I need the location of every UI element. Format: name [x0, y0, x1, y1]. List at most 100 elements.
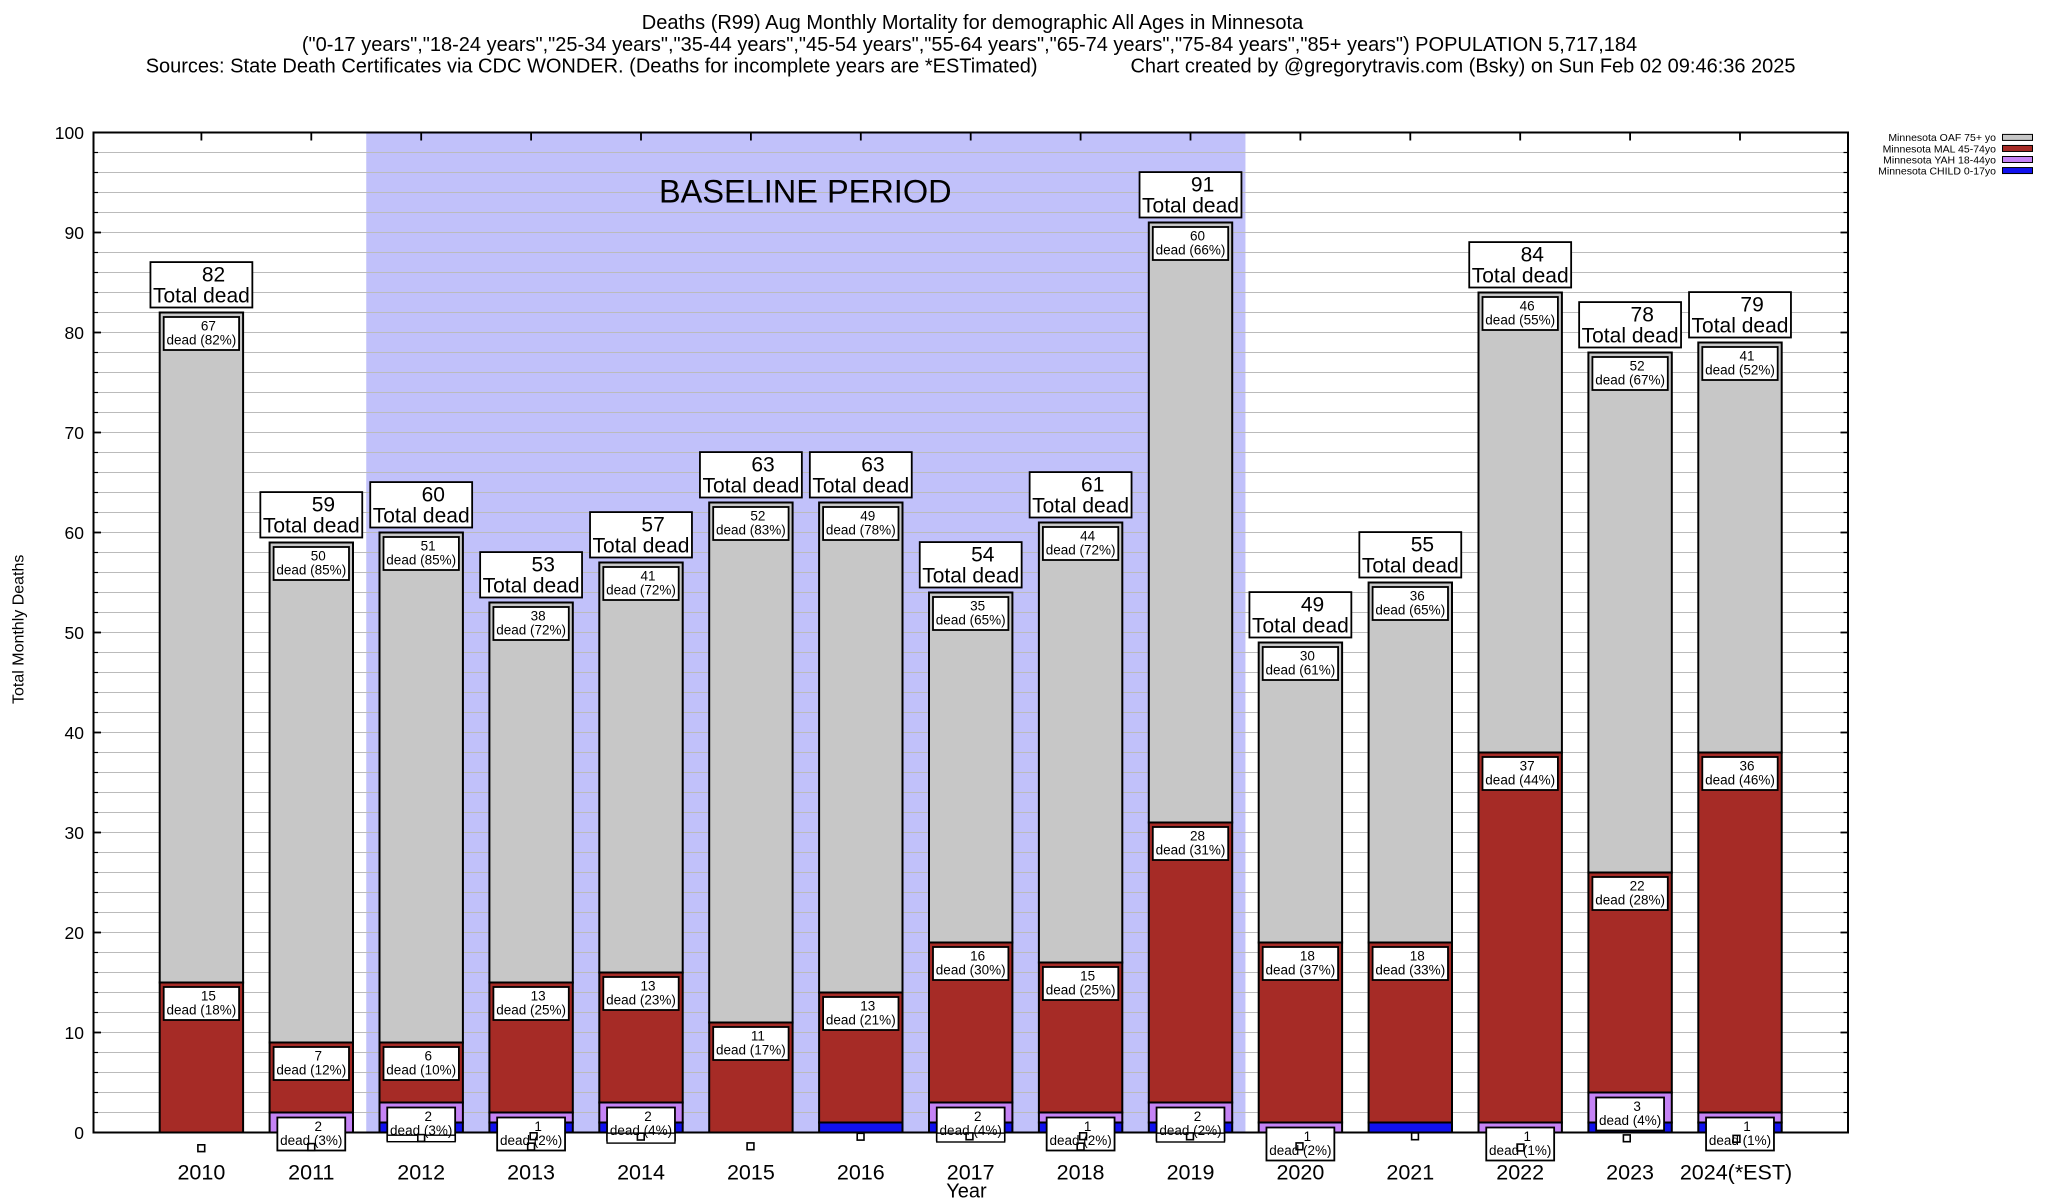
svg-text:Total dead: Total dead	[1582, 325, 1679, 348]
svg-text:dead (28%): dead (28%)	[1595, 892, 1665, 907]
svg-text:41: 41	[640, 569, 655, 584]
svg-text:28: 28	[1190, 829, 1205, 844]
svg-text:Minnesota OAF 75+ yo: Minnesota OAF 75+ yo	[1888, 132, 1996, 144]
svg-text:10: 10	[65, 1023, 85, 1043]
svg-text:dead (46%): dead (46%)	[1705, 772, 1775, 787]
svg-text:BASELINE PERIOD: BASELINE PERIOD	[659, 174, 952, 210]
svg-text:dead (72%): dead (72%)	[606, 582, 676, 597]
svg-text:2011: 2011	[288, 1161, 334, 1185]
svg-text:30: 30	[65, 823, 85, 843]
svg-text:13: 13	[531, 989, 546, 1004]
svg-text:dead (25%): dead (25%)	[1046, 982, 1116, 997]
svg-text:Total dead: Total dead	[1692, 315, 1789, 338]
svg-text:40: 40	[65, 723, 85, 743]
svg-text:Total dead: Total dead	[263, 515, 360, 538]
svg-text:dead (31%): dead (31%)	[1156, 842, 1226, 857]
svg-text:30: 30	[1300, 649, 1315, 664]
svg-text:61: 61	[1081, 473, 1104, 496]
svg-text:35: 35	[970, 599, 985, 614]
svg-text:91: 91	[1191, 173, 1214, 196]
svg-text:dead (4%): dead (4%)	[940, 1123, 1002, 1138]
svg-text:dead (12%): dead (12%)	[276, 1062, 346, 1077]
svg-text:60: 60	[422, 483, 445, 506]
svg-text:78: 78	[1631, 303, 1654, 326]
svg-text:52: 52	[1630, 359, 1645, 374]
svg-text:Total dead: Total dead	[1472, 265, 1569, 288]
svg-text:80: 80	[65, 323, 85, 343]
svg-text:dead (66%): dead (66%)	[1156, 242, 1226, 257]
svg-text:13: 13	[860, 999, 875, 1014]
svg-text:dead (1%): dead (1%)	[1709, 1133, 1771, 1148]
svg-text:dead (61%): dead (61%)	[1266, 662, 1336, 677]
svg-text:2: 2	[315, 1119, 323, 1134]
svg-text:Total Monthly Deaths: Total Monthly Deaths	[11, 555, 28, 704]
svg-text:dead (2%): dead (2%)	[1159, 1123, 1221, 1138]
svg-text:100: 100	[55, 123, 84, 143]
svg-text:("0-17 years","18-24 years","2: ("0-17 years","18-24 years","25-34 years…	[302, 34, 1637, 56]
svg-text:2022: 2022	[1496, 1161, 1544, 1185]
svg-text:dead (23%): dead (23%)	[606, 992, 676, 1007]
svg-text:Total dead: Total dead	[1252, 615, 1349, 638]
svg-text:2016: 2016	[837, 1161, 885, 1185]
svg-text:dead (44%): dead (44%)	[1485, 772, 1555, 787]
svg-text:2: 2	[1194, 1109, 1202, 1124]
svg-text:dead (1%): dead (1%)	[1489, 1143, 1551, 1158]
svg-text:70: 70	[65, 423, 85, 443]
svg-text:Total dead: Total dead	[593, 535, 690, 558]
svg-text:Year: Year	[946, 1181, 987, 1200]
svg-text:2: 2	[424, 1109, 432, 1124]
svg-text:2021: 2021	[1386, 1161, 1434, 1185]
svg-text:52: 52	[750, 509, 765, 524]
svg-text:36: 36	[1739, 759, 1754, 774]
svg-text:Total dead: Total dead	[373, 505, 470, 528]
svg-text:37: 37	[1520, 759, 1535, 774]
svg-text:54: 54	[971, 543, 995, 566]
svg-text:Total dead: Total dead	[1142, 195, 1239, 218]
svg-text:Minnesota CHILD 0-17yo: Minnesota CHILD 0-17yo	[1878, 165, 1996, 177]
svg-text:dead (2%): dead (2%)	[500, 1133, 562, 1148]
svg-text:dead (82%): dead (82%)	[167, 332, 237, 347]
svg-text:Minnesota MAL 45-74yo: Minnesota MAL 45-74yo	[1883, 143, 1997, 155]
svg-text:dead (25%): dead (25%)	[496, 1002, 566, 1017]
svg-text:1: 1	[534, 1119, 542, 1134]
svg-text:1: 1	[1523, 1129, 1531, 1144]
svg-text:50: 50	[65, 623, 85, 643]
svg-text:dead (67%): dead (67%)	[1595, 372, 1665, 387]
svg-text:60: 60	[1190, 229, 1205, 244]
svg-text:90: 90	[65, 223, 85, 243]
svg-text:57: 57	[641, 513, 664, 536]
svg-text:46: 46	[1520, 299, 1535, 314]
svg-text:Total dead: Total dead	[483, 575, 580, 598]
svg-text:2: 2	[644, 1109, 652, 1124]
svg-text:Sources: State Death Certifica: Sources: State Death Certificates via CD…	[146, 56, 1038, 78]
svg-text:dead (2%): dead (2%)	[1049, 1133, 1111, 1148]
svg-text:53: 53	[532, 553, 555, 576]
svg-text:13: 13	[640, 979, 655, 994]
svg-text:50: 50	[311, 549, 326, 564]
svg-text:41: 41	[1739, 349, 1754, 364]
svg-text:Total dead: Total dead	[153, 285, 250, 308]
svg-text:3: 3	[1633, 1099, 1641, 1114]
svg-text:dead (55%): dead (55%)	[1485, 312, 1555, 327]
svg-text:11: 11	[751, 1029, 765, 1044]
svg-text:dead (10%): dead (10%)	[386, 1062, 456, 1077]
svg-text:Total dead: Total dead	[1362, 555, 1459, 578]
svg-text:Total dead: Total dead	[922, 565, 1019, 588]
svg-text:18: 18	[1300, 949, 1315, 964]
svg-text:67: 67	[201, 319, 216, 334]
svg-text:dead (85%): dead (85%)	[386, 552, 456, 567]
svg-text:1: 1	[1084, 1119, 1092, 1134]
svg-text:2012: 2012	[397, 1161, 445, 1185]
svg-text:38: 38	[531, 609, 546, 624]
svg-text:15: 15	[201, 989, 216, 1004]
svg-text:Total dead: Total dead	[1032, 495, 1129, 518]
svg-text:18: 18	[1410, 949, 1425, 964]
svg-text:2023: 2023	[1606, 1161, 1654, 1185]
svg-text:Minnesota YAH 18-44yo: Minnesota YAH 18-44yo	[1883, 154, 1996, 166]
svg-text:dead (4%): dead (4%)	[610, 1123, 672, 1138]
svg-text:2: 2	[974, 1109, 982, 1124]
svg-text:79: 79	[1740, 293, 1763, 316]
svg-text:2013: 2013	[507, 1161, 555, 1185]
svg-text:6: 6	[424, 1049, 432, 1064]
svg-text:2020: 2020	[1276, 1161, 1324, 1185]
